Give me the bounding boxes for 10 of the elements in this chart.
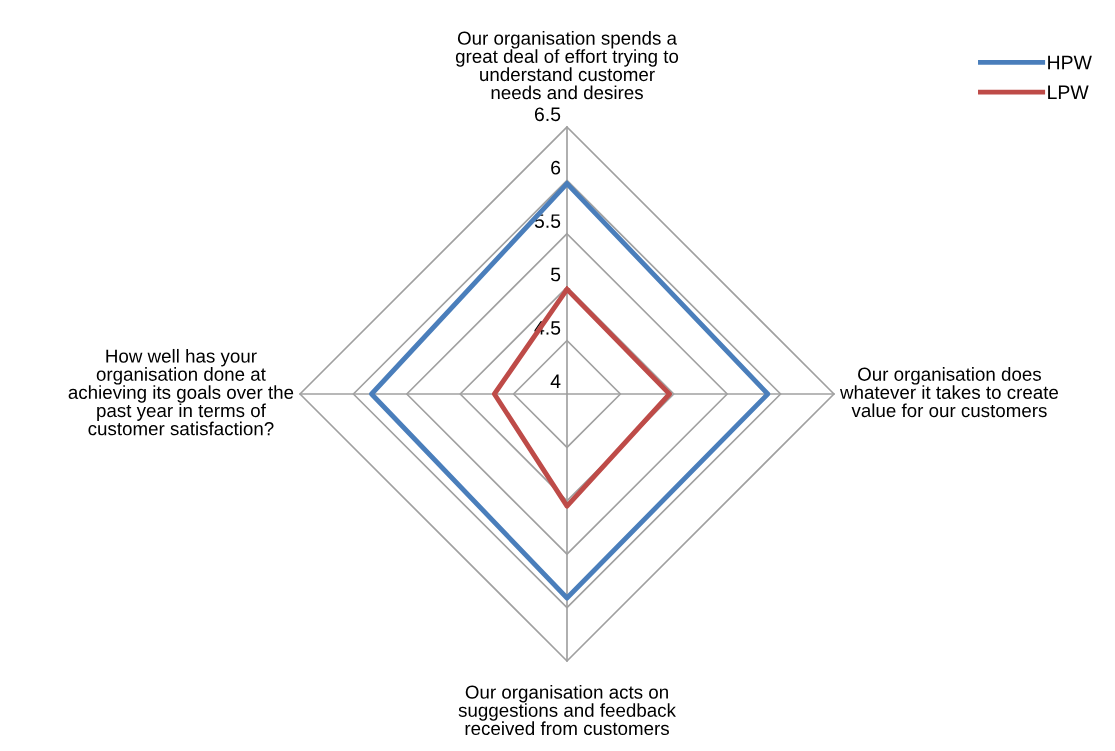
y-tick-label: 6 (551, 160, 561, 175)
spoke-label: How well has your organisation done at achieving its goals over the past year in terms of customer satisfaction? (68, 348, 294, 436)
y-tick-label: 5 (550, 267, 561, 282)
spoke-label: Our organisation spends a great deal of effort trying to understand customer needs and desires (455, 31, 679, 100)
spoke-label: Our organisation does whatever it takes to create value for our customers (839, 367, 1059, 418)
y-tick-label: 6.5 (534, 107, 561, 122)
legend-label: HPW (1048, 55, 1092, 70)
legend-label: LPW (1048, 85, 1089, 99)
spoke-label: Our organisation acts on suggestions and feedback received from customers (458, 685, 676, 736)
y-tick-label: 4 (550, 374, 561, 388)
